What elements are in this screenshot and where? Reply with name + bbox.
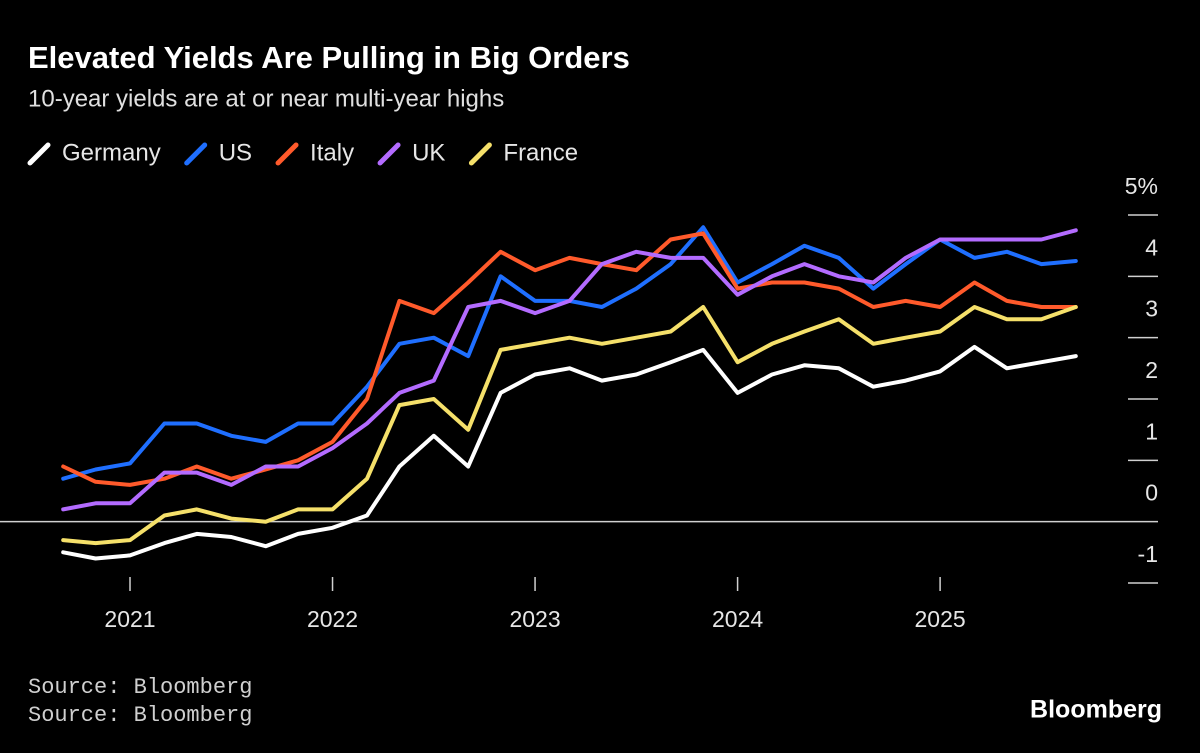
- series-line: [61, 305, 1078, 546]
- series-line: [61, 344, 1078, 561]
- legend-swatch: [27, 142, 51, 166]
- legend-label: France: [503, 139, 578, 166]
- y-tick-label: 1: [1145, 418, 1158, 444]
- chart-subtitle: 10-year yields are at or near multi-year…: [28, 85, 504, 112]
- y-tick-label: 4: [1145, 234, 1158, 260]
- y-tick-label: 3: [1145, 296, 1158, 322]
- brand-logo: Bloomberg: [1030, 696, 1162, 724]
- source: Source: Bloomberg: [28, 675, 252, 700]
- x-tick-label: 2025: [915, 606, 966, 632]
- legend-swatch: [275, 142, 299, 166]
- series-line: [61, 231, 1078, 487]
- x-tick-label: 2024: [712, 606, 763, 632]
- legend-swatch: [184, 142, 208, 166]
- x-tick-label: 2022: [307, 606, 358, 632]
- legend-label: UK: [412, 139, 445, 166]
- x-tick-label: 2021: [104, 606, 155, 632]
- y-tick-label: -1: [1138, 541, 1158, 567]
- legend-swatch: [377, 142, 401, 166]
- legend-swatch: [468, 142, 492, 166]
- x-tick-label: 2023: [509, 606, 560, 632]
- chart-title: Elevated Yields Are Pulling in Big Order…: [28, 40, 630, 75]
- y-tick-label: 5%: [1125, 173, 1158, 199]
- legend-label: US: [219, 139, 252, 166]
- series-line: [61, 228, 1078, 512]
- y-tick-label: 2: [1145, 357, 1158, 383]
- legend-label: Germany: [62, 139, 161, 166]
- legend-label: Italy: [310, 139, 354, 166]
- source: Source: Bloomberg: [28, 703, 252, 728]
- y-tick-label: 0: [1145, 480, 1158, 506]
